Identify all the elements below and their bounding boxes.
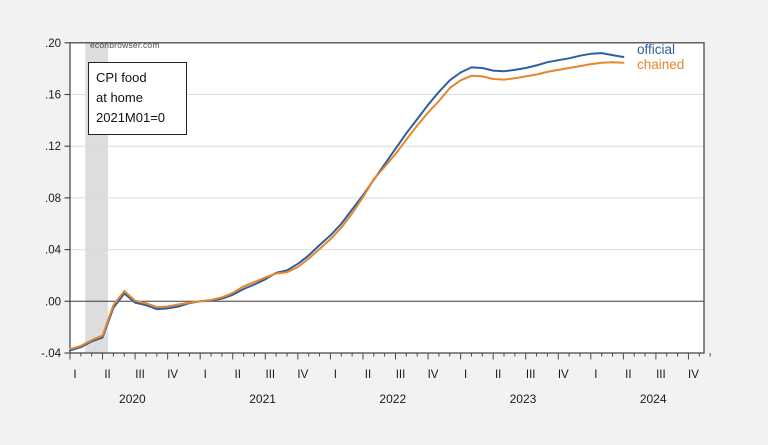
y-tick-label: -.04 (41, 348, 61, 360)
quarter-label: I (334, 369, 337, 381)
quarter-label: IV (297, 369, 308, 381)
quarter-label: I (204, 369, 207, 381)
y-tick-label: .20 (45, 38, 61, 50)
legend-label-chained: chained (637, 57, 685, 72)
chained-line (69, 61, 625, 351)
quarter-label: IV (558, 369, 569, 381)
quarter-label: II (495, 369, 501, 381)
y-tick-label: .00 (45, 296, 61, 308)
quarter-label: III (396, 369, 406, 381)
quarter-label: III (656, 369, 666, 381)
annotation-line: 2021M01=0 (96, 110, 166, 125)
annotation-line: at home (96, 90, 143, 105)
y-tick-label: .04 (45, 245, 62, 257)
year-label: 2022 (379, 392, 406, 406)
year-label: 2021 (249, 392, 276, 406)
legend-label-official: official (637, 42, 676, 57)
quarter-label: IV (688, 369, 699, 381)
year-label: 2023 (510, 392, 537, 406)
y-tick-label: .16 (45, 90, 61, 102)
y-tick-label: .12 (45, 141, 61, 153)
annotation-line: CPI food (96, 70, 147, 85)
quarter-label: II (235, 369, 241, 381)
quarter-label: I (73, 369, 76, 381)
quarter-label: I (594, 369, 597, 381)
quarter-label: II (104, 369, 110, 381)
annotation-box: CPI food at home 2021M01=0 (88, 62, 187, 135)
quarter-label: III (526, 369, 536, 381)
quarter-label: IV (167, 369, 178, 381)
quarter-label: I (464, 369, 467, 381)
year-label: 2020 (119, 392, 146, 406)
quarter-label: IV (428, 369, 439, 381)
y-tick-label: .08 (45, 193, 61, 205)
year-label: 2024 (640, 392, 667, 406)
official-line (69, 52, 625, 352)
quarter-label: III (135, 369, 145, 381)
quarter-label: III (266, 369, 276, 381)
plot-frame (69, 42, 705, 354)
quarter-label: II (365, 369, 371, 381)
quarter-label: II (625, 369, 631, 381)
watermark: econbrowser.com (90, 40, 160, 50)
